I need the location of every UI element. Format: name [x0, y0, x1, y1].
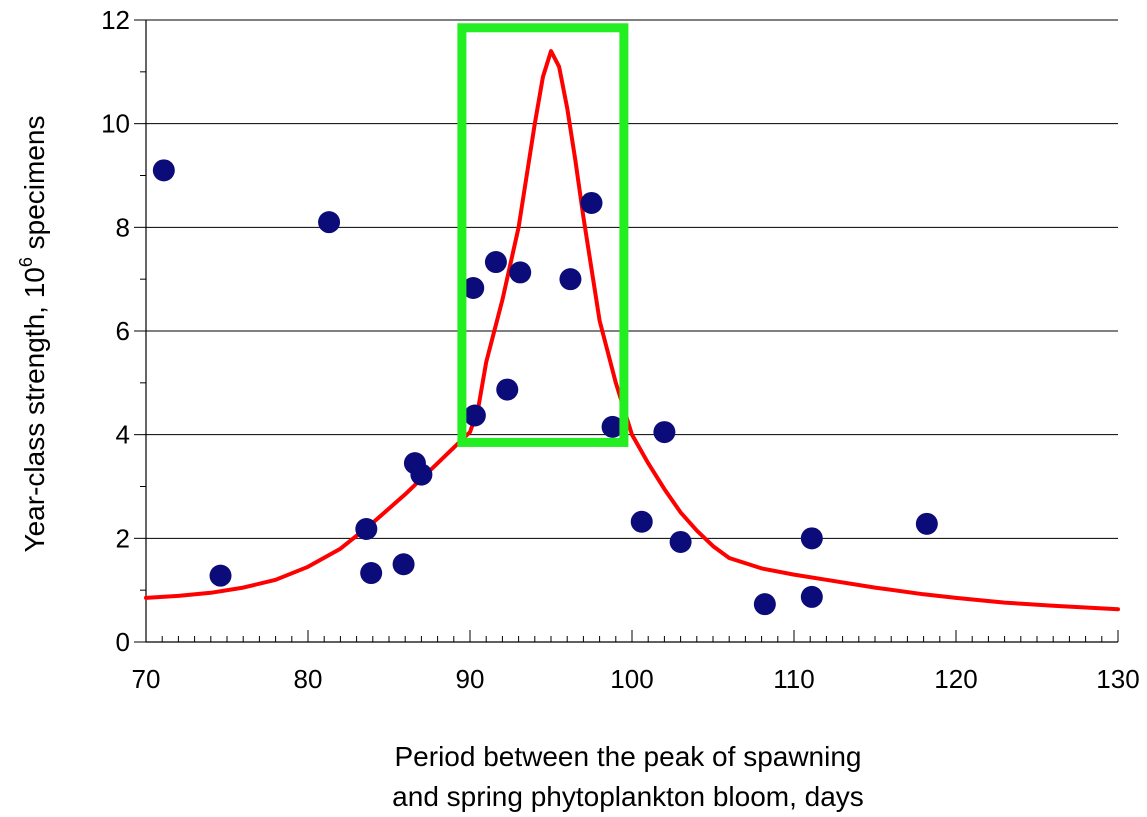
data-point-18 [653, 421, 676, 444]
data-point-4 [355, 518, 378, 541]
y-tick-label-8: 8 [116, 212, 130, 242]
gridlines [146, 19, 1118, 539]
x-tick-label-70: 70 [132, 664, 161, 694]
data-point-8 [410, 463, 433, 486]
tick-labels: 0 2 4 6 8 10 12 70 80 90 100 110 120 130 [101, 5, 1140, 694]
y-axis-title: Year-class strength, 106 specimens [16, 116, 50, 553]
y-tick-label-10: 10 [101, 109, 130, 139]
x-axis-title-line1: Period between the peak of spawning [395, 741, 862, 772]
data-point-21 [800, 527, 823, 550]
data-point-13 [509, 261, 532, 284]
data-point-16 [601, 415, 624, 438]
y-tick-label-12: 12 [101, 5, 130, 35]
data-point-22 [800, 585, 823, 608]
data-point-1 [152, 159, 175, 182]
data-point-15 [580, 191, 603, 214]
x-axis-title-line2: and spring phytoplankton bloom, days [392, 781, 864, 812]
data-point-20 [753, 593, 776, 616]
data-point-5 [360, 562, 383, 585]
x-tick-label-80: 80 [294, 664, 323, 694]
x-tick-label-110: 110 [773, 664, 814, 694]
y-tick-label-4: 4 [116, 420, 130, 450]
y-axis-title-superscript: 6 [16, 257, 36, 267]
y-tick-label-0: 0 [116, 627, 130, 657]
axis-ticks [134, 19, 1119, 643]
y-axis-title-main: Year-class strength, 10 [19, 267, 50, 552]
data-point-6 [392, 553, 415, 576]
data-point-12 [496, 378, 519, 401]
x-tick-label-130: 130 [1096, 664, 1139, 694]
x-tick-label-100: 100 [610, 664, 653, 694]
data-point-14 [559, 268, 582, 291]
highlight-rectangle [457, 23, 629, 447]
y-tick-label-2: 2 [116, 523, 130, 553]
y-tick-label-6: 6 [116, 316, 130, 346]
y-axis-title-tail: specimens [19, 116, 50, 258]
data-point-2 [209, 564, 232, 587]
data-point-11 [484, 251, 507, 274]
x-tick-label-120: 120 [934, 664, 977, 694]
data-point-23 [915, 512, 938, 535]
highlight-box [457, 23, 629, 447]
data-point-17 [630, 510, 653, 533]
data-point-3 [318, 211, 341, 234]
data-point-19 [669, 530, 692, 553]
data-point-9 [462, 276, 485, 299]
data-points [152, 159, 938, 616]
x-tick-label-90: 90 [456, 664, 485, 694]
data-point-10 [463, 404, 486, 427]
